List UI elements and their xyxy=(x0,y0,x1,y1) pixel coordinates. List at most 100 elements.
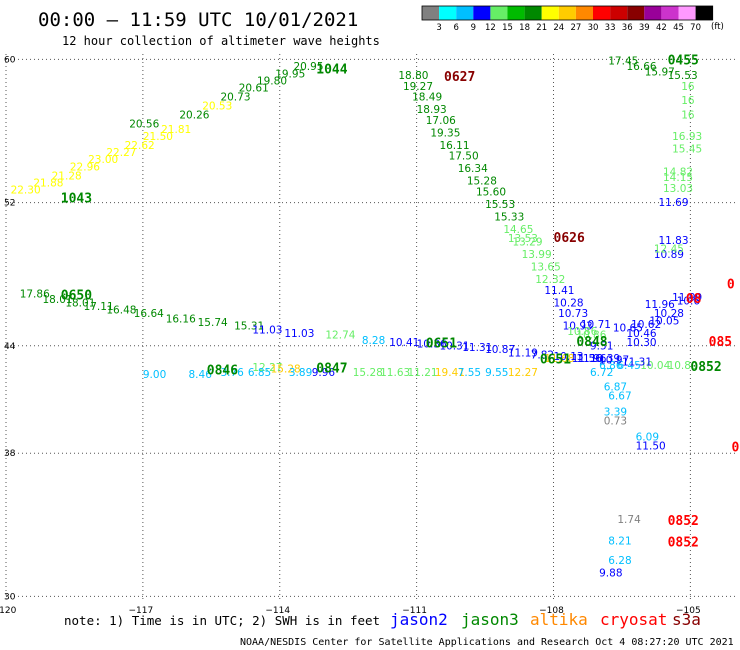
wave-height-label: 16.93 xyxy=(672,131,702,143)
x-tick-label: −108 xyxy=(539,606,564,616)
footer-credit: NOAA/NESDIS Center for Satellite Applica… xyxy=(240,637,734,648)
legend-swatch xyxy=(439,6,457,20)
legend-label: 27 xyxy=(570,23,581,33)
map-grid xyxy=(5,54,736,600)
pass-time-label: 0627 xyxy=(444,70,475,85)
wave-height-label: 21.88 xyxy=(33,177,63,189)
legend-swatch xyxy=(524,6,542,20)
pass-time-label: 0846 xyxy=(207,363,238,378)
x-tick-label: −111 xyxy=(402,606,427,616)
legend-swatch xyxy=(593,6,611,20)
wave-height-label: 19.41 xyxy=(435,367,465,379)
wave-height-label: 10.13 xyxy=(554,351,584,363)
color-legend: 3 6 9 12 15 18 21 24 27 30 33 36 39 42 45 70 xyxy=(421,5,714,33)
legend-swatch xyxy=(558,6,576,20)
wave-height-label: 11.83 xyxy=(658,235,688,247)
wave-height-label: 19.95 xyxy=(275,68,305,80)
wave-height-label: 10.04 xyxy=(640,360,670,372)
legend-label: 6 xyxy=(453,23,458,33)
satellite-name-altika: altika xyxy=(530,610,588,629)
wave-height-label: 20.53 xyxy=(202,100,232,112)
legend-swatch xyxy=(422,6,440,20)
wave-height-label: 10.86 xyxy=(576,330,606,342)
y-tick-label: 60 xyxy=(4,55,16,65)
legend-swatch xyxy=(627,6,645,20)
wave-height-label: 7.82 xyxy=(531,349,554,361)
chart-subtitle: 12 hour collection of altimeter wave hei… xyxy=(62,34,380,48)
wave-height-label: 13.29 xyxy=(512,237,542,249)
wave-height-label: 10.71 xyxy=(581,319,611,331)
pass-time-label: 085 xyxy=(709,335,732,350)
wave-height-label: 1.74 xyxy=(617,514,641,526)
wave-height-label: 15.97 xyxy=(645,66,675,78)
wave-height-label: 12.45 xyxy=(654,244,684,256)
wave-height-label: 3.39 xyxy=(604,407,627,419)
wave-height-label: 17.50 xyxy=(449,151,479,163)
wave-height-label: 15.33 xyxy=(494,211,524,223)
wave-height-label: 21.50 xyxy=(143,131,173,143)
chart-title: 00:00 – 11:59 UTC 10/01/2021 xyxy=(38,9,358,31)
wave-height-label: 16.48 xyxy=(106,305,136,317)
wave-height-label: 11.50 xyxy=(636,441,666,453)
wave-height-label: 8.28 xyxy=(362,335,385,347)
wave-height-label: 11.96 xyxy=(645,299,675,311)
wave-height-label: 10.89 xyxy=(654,249,684,261)
wave-height-label: 12.27 xyxy=(252,362,282,374)
wave-height-label: 13.65 xyxy=(531,262,561,274)
legend-label: 9 xyxy=(471,23,476,33)
wave-height-label: 19.35 xyxy=(430,127,460,139)
legend-label: 45 xyxy=(673,23,684,33)
wave-height-label: 20.73 xyxy=(220,92,250,104)
x-tick-label: −105 xyxy=(676,606,701,616)
wave-height-label: 20.61 xyxy=(239,83,269,95)
wave-height-label: 11.63 xyxy=(380,367,410,379)
satellite-name-jason2: jason2 xyxy=(390,610,448,629)
wave-height-label: 19.80 xyxy=(257,75,287,87)
wave-height-label: 6.72 xyxy=(590,367,613,379)
x-tick-label: −117 xyxy=(129,606,154,616)
legend-label: 24 xyxy=(553,23,564,33)
legend-frame xyxy=(421,5,714,21)
pass-time-label: 0852 xyxy=(668,535,699,550)
y-tick-label: 30 xyxy=(4,592,16,602)
wave-height-label: 18.01 xyxy=(43,294,73,306)
wave-height-label: 6.45 xyxy=(617,360,640,372)
wave-height-label: 21.28 xyxy=(52,170,82,182)
legend-swatch xyxy=(473,6,491,20)
pass-time-label: 0 xyxy=(727,278,735,293)
wave-height-label: 9.51 xyxy=(590,340,613,352)
wave-height-label: 6.09 xyxy=(636,432,659,444)
wave-height-label: 10.62 xyxy=(631,319,661,331)
wave-height-label: 22.27 xyxy=(106,147,136,159)
y-tick-label: 52 xyxy=(4,199,15,209)
legend-label: 33 xyxy=(605,23,616,33)
wave-height-label: 3.89 xyxy=(289,367,312,379)
satellite-legend: jason2 jason3 altika cryosat s3a xyxy=(390,610,701,629)
wave-height-label: 17.11 xyxy=(84,301,114,313)
wave-height-label: 10.86 xyxy=(567,326,597,338)
wave-height-label: 18.93 xyxy=(417,104,447,116)
legend-label: 70 xyxy=(690,23,701,33)
pass-time-label: 0852 xyxy=(690,360,721,375)
pass-time-label: 0852 xyxy=(668,514,699,529)
wave-height-label: 3.76 xyxy=(220,367,244,379)
wave-height-label: 11.96 xyxy=(576,353,606,365)
wave-height-label: 18.80 xyxy=(398,70,428,82)
pass-time-label: 1044 xyxy=(316,63,347,78)
wave-height-label: 17.06 xyxy=(426,115,456,127)
wave-height-label: 11.69 xyxy=(658,197,688,209)
wave-height-label: 11.56 xyxy=(572,353,602,365)
wave-height-label: 10.73 xyxy=(558,308,588,320)
wave-height-label: 11.41 xyxy=(544,285,574,297)
wave-height-label: 13.53 xyxy=(508,233,538,245)
wave-height-label: 10.65 xyxy=(613,322,643,334)
y-tick-label: 38 xyxy=(4,449,16,459)
wave-height-label: 10.30 xyxy=(627,337,657,349)
wave-height-label: 11.31 xyxy=(622,356,652,368)
wave-height-label: 10.05 xyxy=(649,315,679,327)
wave-height-label: 14.82 xyxy=(663,167,693,179)
wave-height-label: 6.86 xyxy=(599,360,623,372)
wave-height-label: 11.03 xyxy=(252,324,282,336)
wave-height-label: 17.86 xyxy=(20,288,50,300)
satellite-name-cryosat: cryosat xyxy=(600,610,667,629)
